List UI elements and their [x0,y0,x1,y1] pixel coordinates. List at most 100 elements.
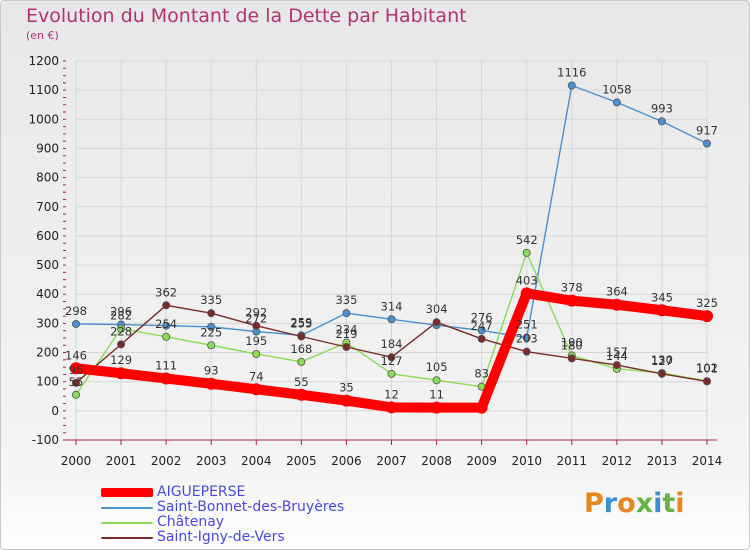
data-label: 12 [384,387,399,401]
data-label: 127 [651,354,673,368]
y-tick-label: 1000 [28,112,59,126]
data-point [117,340,126,349]
data-label: 35 [339,381,354,395]
data-label: 292 [245,306,267,320]
y-tick-label: 700 [36,200,59,214]
data-label: 272 [245,312,267,326]
data-point [612,361,621,370]
y-tick-label: 100 [36,375,59,389]
data-label: 993 [651,101,673,115]
x-tick-label: 2004 [241,454,272,468]
data-label: 364 [606,285,628,299]
data-label: 111 [155,358,177,372]
y-tick-label: 900 [36,141,59,155]
data-label: 251 [516,318,538,332]
data-label: 304 [426,302,448,316]
x-tick-label: 2011 [557,454,588,468]
data-point [387,353,396,362]
data-point [117,324,126,333]
data-label: 917 [696,124,718,138]
x-tick-label: 2014 [692,454,723,468]
x-tick-label: 2003 [196,454,227,468]
data-label: 345 [651,290,673,304]
data-point [72,390,81,399]
x-tick-label: 2012 [602,454,633,468]
data-label: 219 [335,327,357,341]
x-tick-label: 2006 [331,454,362,468]
data-label: 93 [204,364,219,378]
x-tick-label: 2001 [106,454,137,468]
x-tick-label: 2007 [376,454,407,468]
proxiti-logo: Proxiti [584,488,685,519]
data-point [252,349,261,358]
data-point [657,117,666,126]
data-labels: 146 129 111 93 74 55 35 12 11 403 378 364 345 325 298 2… [65,65,718,401]
y-tick-label: 300 [36,316,59,330]
data-point [385,401,398,414]
data-point [295,388,308,401]
data-point [432,376,441,385]
data-label: 335 [335,293,357,307]
data-point [297,332,306,341]
data-label: 314 [381,299,403,313]
data-point [520,287,533,300]
data-point [342,309,351,318]
y-tick-label: 0 [51,404,59,418]
data-point [475,401,488,414]
x-tick-labels: 2000 2001 2002 2003 2004 2005 2006 2007 2008 2009… [61,454,723,468]
data-point [567,81,576,90]
data-label: 144 [606,349,628,363]
y-tick-label: 800 [36,171,59,185]
data-label: 362 [155,285,177,299]
legend-swatch [101,522,153,524]
legend-label: Saint-Bonnet-des-Bruyères [157,499,345,515]
y-tick-label: 1100 [28,83,59,97]
x-tick-label: 2013 [647,454,678,468]
data-point [160,372,173,385]
data-label: 1058 [602,82,631,96]
data-label: 190 [561,335,583,349]
y-tick-label: -100 [32,433,59,447]
data-label: 296 [110,305,132,319]
data-point [565,294,578,307]
data-label: 157 [606,345,628,359]
data-point [477,334,486,343]
data-point [250,383,263,396]
data-label: 74 [249,369,264,383]
y-tick-label: 500 [36,258,59,272]
data-label: 129 [110,353,132,367]
data-point [522,248,531,257]
data-label: 378 [561,281,583,295]
data-point [612,98,621,107]
y-tick-label: 600 [36,229,59,243]
data-point [70,362,82,375]
data-label: 127 [381,354,403,368]
data-point [430,401,443,414]
data-label: 298 [65,304,87,318]
data-point [567,354,576,363]
data-point [610,298,623,311]
data-label: 228 [110,324,132,338]
data-label: 11 [429,388,444,402]
legend-label: Châtenay [157,514,225,530]
data-point [522,347,531,356]
data-point [162,301,171,310]
data-point [432,318,441,327]
x-tick-label: 2002 [151,454,182,468]
data-label: 180 [561,338,583,352]
data-label: 247 [471,319,493,333]
data-label: 101 [696,361,718,375]
data-label: 55 [69,375,84,389]
data-label: 184 [381,337,403,351]
data-label: 282 [110,309,132,323]
data-point [703,139,712,148]
data-label: 276 [471,310,493,324]
y-tick-label: 400 [36,287,59,301]
data-point [701,310,713,323]
x-tick-label: 2008 [421,454,452,468]
data-point [205,377,218,390]
data-point [657,369,666,378]
axes [63,60,717,445]
